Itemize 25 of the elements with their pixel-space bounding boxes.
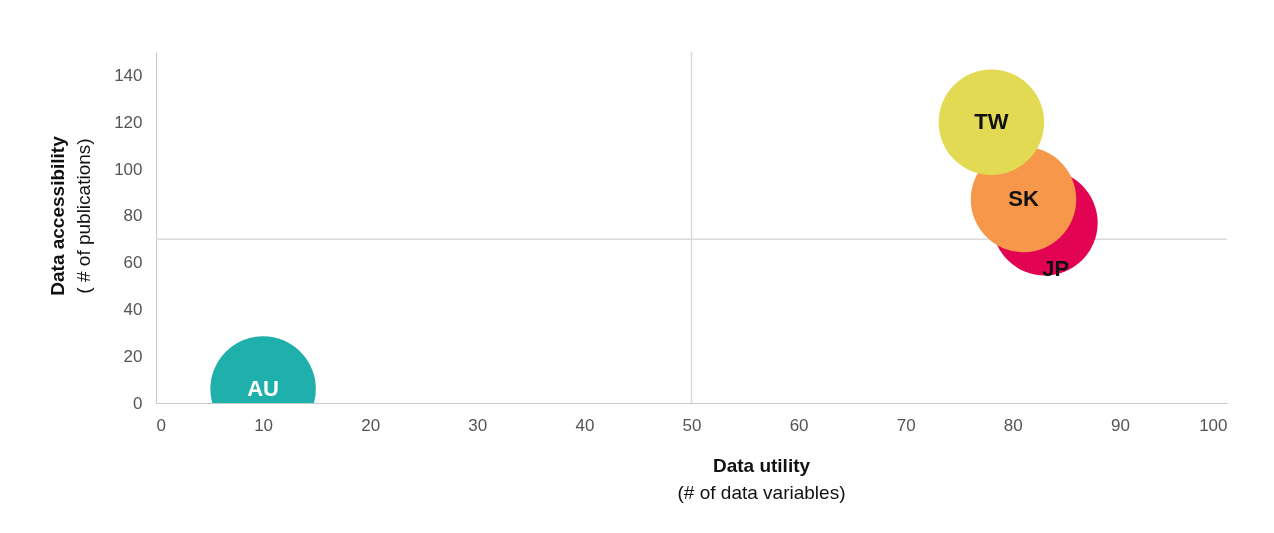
x-tick-label: 90 — [1110, 415, 1130, 435]
y-tick-label: 120 — [114, 112, 143, 132]
x-tick-label: 100 — [1199, 415, 1228, 435]
y-tick-label: 20 — [123, 346, 143, 366]
series-label: SK — [1008, 186, 1039, 212]
y-tick-label: 0 — [133, 393, 143, 413]
y-tick-label: 40 — [123, 299, 143, 319]
series-label: AU — [247, 375, 279, 401]
x-tick-label: 60 — [789, 415, 809, 435]
x-tick-label: 10 — [254, 415, 274, 435]
y-axis-title: Data accessibility ( # of publications) — [47, 135, 94, 296]
series-label: TW — [974, 109, 1009, 135]
x-tick-label: 50 — [682, 415, 702, 435]
x-axis-title: Data utility (# of data variables) — [677, 455, 846, 503]
x-tick-label: 40 — [575, 415, 595, 435]
x-tick-label: 30 — [468, 415, 488, 435]
y-tick-label: 140 — [114, 65, 143, 85]
y-tick-label: 100 — [114, 159, 143, 179]
x-tick-label: 20 — [361, 415, 381, 435]
y-tick-label: 60 — [123, 253, 143, 273]
x-tick-label: 70 — [896, 415, 916, 435]
x-tick-label: 0 — [156, 415, 166, 435]
x-tick-label: 80 — [1003, 415, 1023, 435]
series-label: JP — [1042, 255, 1070, 281]
y-tick-label: 80 — [123, 206, 143, 226]
